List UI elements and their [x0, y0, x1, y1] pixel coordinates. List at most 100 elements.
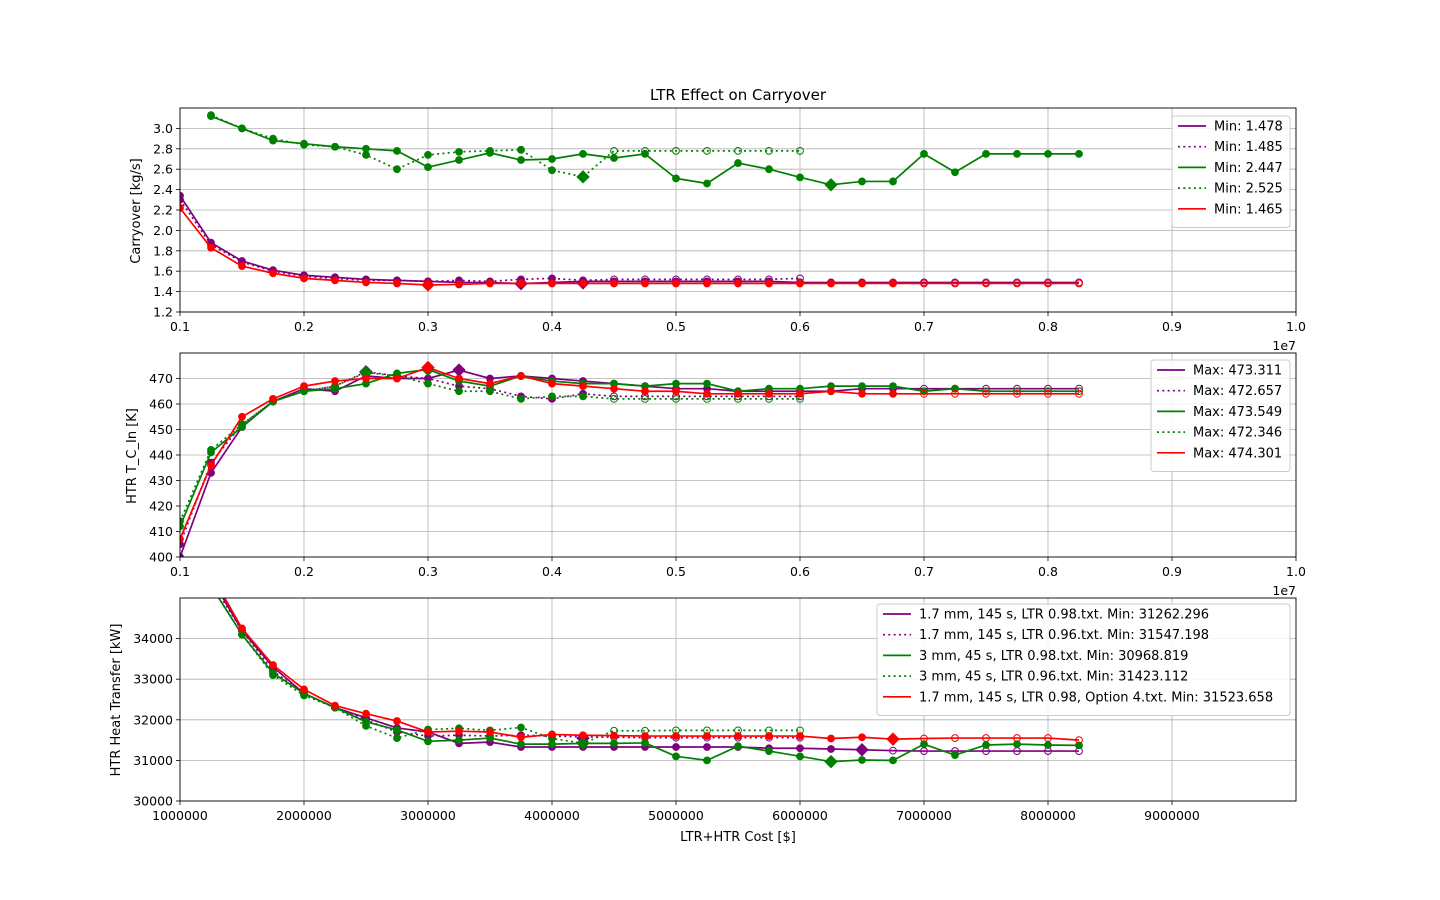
min-marker — [576, 736, 590, 750]
series-4 — [207, 111, 804, 184]
data-point — [1013, 740, 1021, 749]
y-tick-label: 1.4 — [153, 284, 173, 299]
data-point — [455, 280, 463, 289]
legend-entry-max-473-549: Max: 473.549 — [1157, 405, 1282, 420]
legend-box — [1150, 359, 1291, 472]
series-line — [223, 598, 1080, 741]
x-tick-label: 6000000 — [772, 808, 828, 823]
data-point — [238, 624, 246, 633]
panel-htr-inlet-temperature: 0.1 0.2 0.3 0.4 0.5 0.6 0.7 0.8 0.9 1.0 400 410 420 4… — [149, 352, 1306, 579]
data-point — [827, 279, 835, 288]
y-tick-label: 460 — [149, 397, 173, 412]
legend-label: 1.7 mm, 145 s, LTR 0.96.txt. Min: 31547.… — [919, 628, 1209, 643]
legend-label: 3 mm, 45 s, LTR 0.96.txt. Min: 31423.112 — [919, 670, 1188, 685]
data-point — [641, 387, 649, 396]
legend-entry-min-2-525: Min: 2.525 — [1178, 182, 1283, 197]
data-point — [641, 279, 649, 288]
data-point — [703, 732, 711, 740]
data-point — [517, 733, 525, 742]
data-point — [486, 146, 494, 155]
data-point — [1075, 150, 1083, 158]
x-tick-label: 7000000 — [896, 808, 952, 823]
series-line — [210, 114, 800, 178]
y-tick-label: 400 — [149, 550, 173, 565]
x-tick-label: 1000000 — [152, 808, 208, 823]
data-point — [269, 134, 277, 143]
data-point — [300, 274, 308, 283]
data-point — [548, 279, 556, 288]
data-point — [486, 379, 494, 388]
y-tick-label: 33000 — [133, 672, 173, 687]
x-tick-label: 9000000 — [1144, 808, 1200, 823]
data-point — [455, 374, 463, 383]
min-marker — [421, 278, 435, 292]
data-point — [238, 124, 246, 133]
legend-label: Min: 1.485 — [1214, 140, 1283, 155]
series-2 — [220, 598, 804, 745]
legend-entry-3-mm-45-s-ltr-0-96-txt-min-31423-112: 3 mm, 45 s, LTR 0.96.txt. Min: 31423.112 — [883, 670, 1188, 685]
x-tick-label: 0.8 — [1038, 319, 1058, 334]
data-point — [548, 155, 556, 163]
x-tick-label: 0.8 — [1038, 564, 1058, 579]
data-point — [765, 279, 773, 288]
data-point — [796, 279, 804, 288]
y-tick-label: 2.6 — [153, 162, 173, 177]
x-tick-label: 0.3 — [418, 564, 438, 579]
data-point — [362, 278, 370, 287]
data-point — [486, 279, 494, 288]
legend-entry-1-7-mm-145-s-ltr-0-98-txt-min-31262-296: 1.7 mm, 145 s, LTR 0.98.txt. Min: 31262.… — [883, 608, 1209, 623]
legend-entry-min-1-485: Min: 1.485 — [1178, 140, 1283, 155]
data-point — [889, 279, 897, 288]
data-point — [982, 389, 990, 398]
data-point — [858, 279, 866, 288]
data-point — [1013, 279, 1021, 288]
data-point — [207, 461, 215, 470]
axis-ticks: 0.1 0.2 0.3 0.4 0.5 0.6 0.7 0.8 0.9 1.0 1.2 1.4 1.6 1… — [153, 121, 1306, 334]
data-point — [238, 420, 246, 429]
x-tick-label: 0.6 — [790, 319, 810, 334]
data-point — [951, 168, 959, 177]
data-point — [393, 279, 401, 288]
data-point — [455, 727, 463, 736]
data-point — [424, 728, 432, 736]
data-point — [455, 387, 463, 396]
data-point — [982, 734, 990, 742]
data-point — [548, 730, 556, 739]
data-point — [517, 145, 525, 154]
legend: 1.7 mm, 145 s, LTR 0.98.txt. Min: 31262.… — [876, 603, 1291, 716]
legend-label: Max: 472.346 — [1193, 426, 1282, 441]
data-point — [889, 177, 897, 186]
data-point — [300, 685, 308, 694]
panel-htr-heat-transfer: 1000000 2000000 3000000 4000000 5000000 60000… — [133, 597, 1297, 823]
data-point — [393, 734, 401, 742]
data-point — [610, 146, 618, 155]
y-tick-label: 1.6 — [153, 264, 173, 279]
data-point — [238, 412, 246, 421]
data-point — [1075, 279, 1083, 288]
data-point — [703, 279, 711, 288]
series-4 — [180, 365, 804, 526]
data-point — [672, 732, 680, 740]
legend-entry-3-mm-45-s-ltr-0-98-txt-min-30968-819: 3 mm, 45 s, LTR 0.98.txt. Min: 30968.819 — [883, 649, 1188, 664]
legend-entry-min-2-447: Min: 2.447 — [1178, 161, 1283, 176]
legend-entry-max-474-301: Max: 474.301 — [1157, 446, 1282, 461]
y-tick-label: 470 — [149, 371, 173, 386]
data-point — [207, 243, 215, 252]
data-point — [517, 723, 525, 732]
legend-label: Max: 473.549 — [1193, 405, 1282, 420]
x-tick-label: 0.1 — [170, 564, 190, 579]
data-point — [1075, 736, 1083, 744]
data-point — [548, 379, 556, 388]
x-offset-label-htr-inlet-temperature: 1e7 — [1272, 583, 1296, 598]
data-point — [517, 156, 525, 164]
data-point — [424, 379, 432, 388]
max-marker — [452, 363, 466, 377]
data-point — [393, 146, 401, 155]
series-line — [220, 598, 800, 739]
data-point — [517, 372, 525, 380]
legend-entry-1-7-mm-145-s-ltr-0-96-txt-min-31547-198: 1.7 mm, 145 s, LTR 0.96.txt. Min: 31547.… — [883, 628, 1209, 643]
data-point — [641, 395, 649, 403]
series-line — [180, 368, 1079, 527]
legend: Min: 1.478 Min: 1.485 Min: 2.447 Min: 2.525… — [1171, 115, 1291, 228]
series-line — [180, 366, 1079, 540]
